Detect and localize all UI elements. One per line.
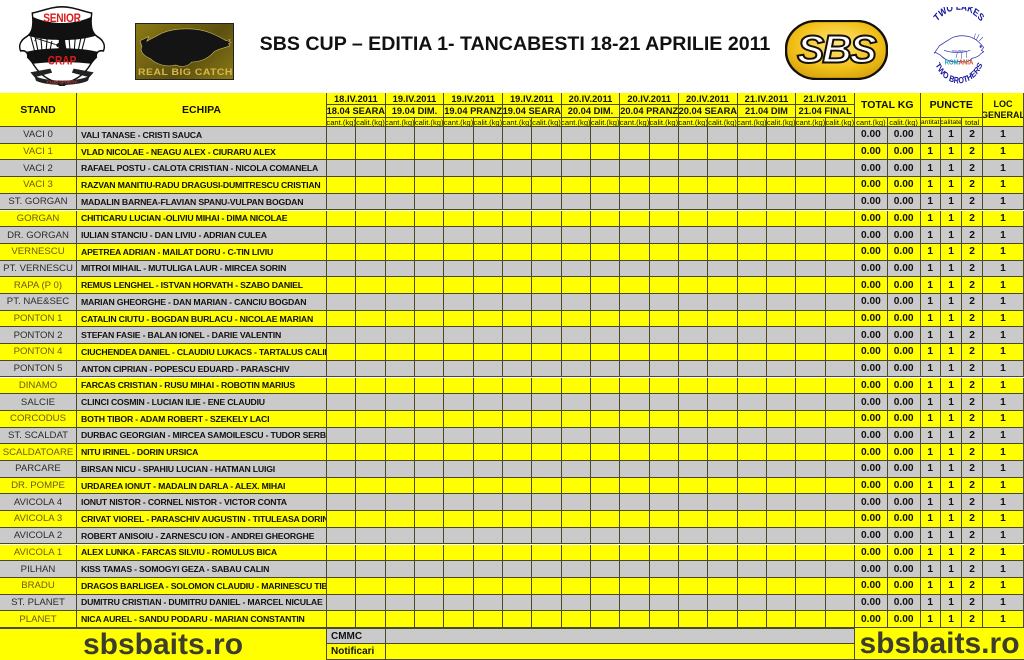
svg-text:SENIOR: SENIOR (43, 12, 81, 25)
svg-text:SBS: SBS (797, 29, 877, 72)
svg-text:TWO LAKES: TWO LAKES (932, 7, 986, 24)
svg-text:ROMANIA: ROMANIA (945, 59, 974, 67)
svg-text:CRAP: CRAP (48, 55, 77, 68)
svg-text:CLUB SPORTIV: CLUB SPORTIV (47, 79, 77, 84)
svg-text:TANCABESTI: TANCABESTI (952, 49, 966, 53)
svg-text:REAL BIG CATCH: REAL BIG CATCH (138, 68, 233, 78)
